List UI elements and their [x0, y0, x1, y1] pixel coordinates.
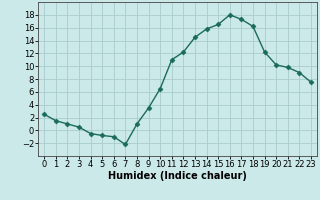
X-axis label: Humidex (Indice chaleur): Humidex (Indice chaleur) [108, 171, 247, 181]
